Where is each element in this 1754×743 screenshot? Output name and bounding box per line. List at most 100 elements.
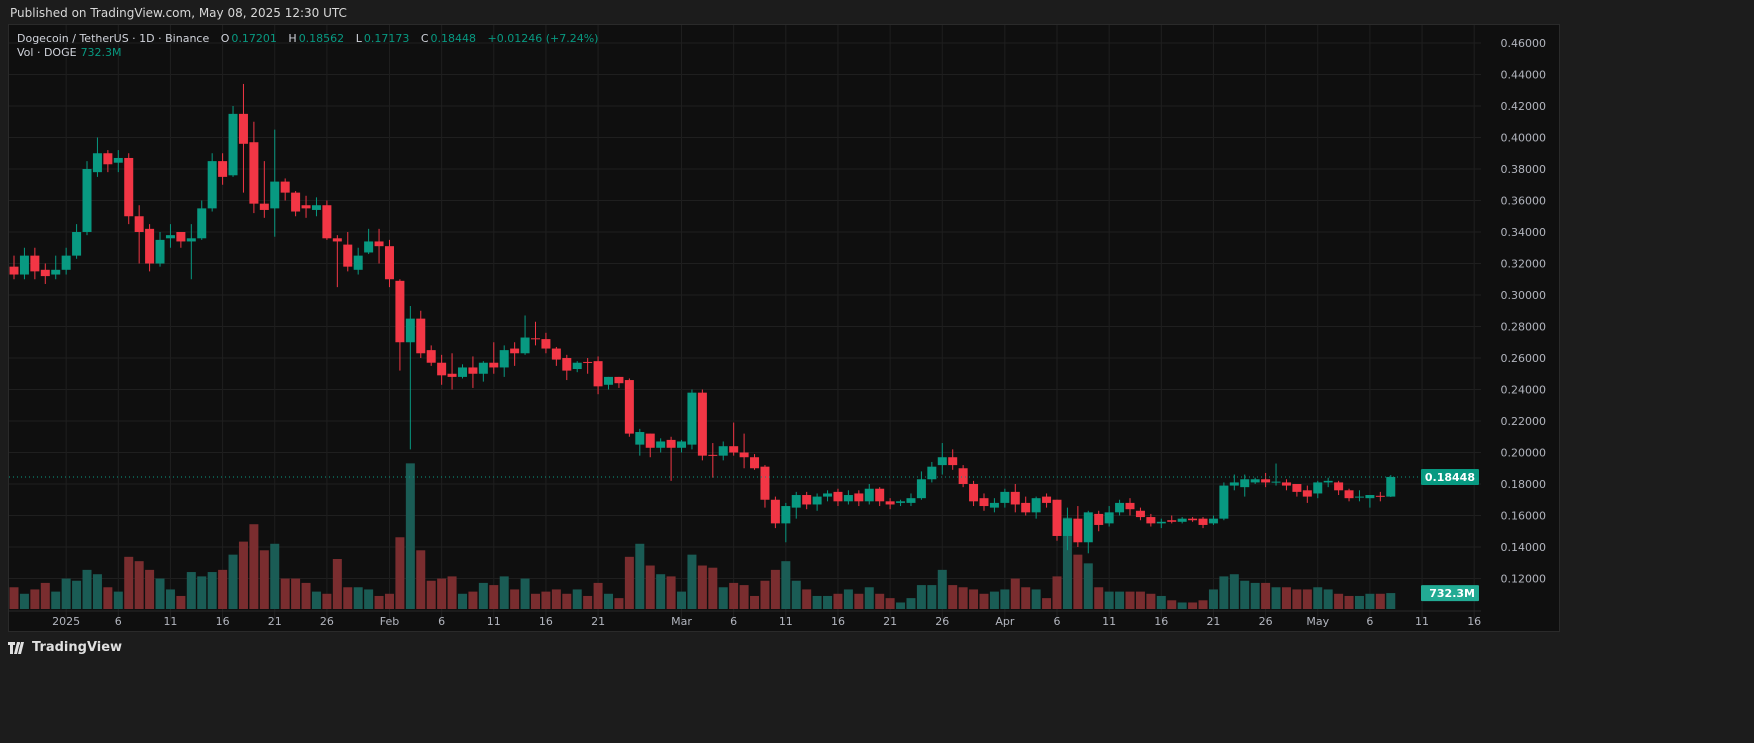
x-tick-label: 6 (1366, 615, 1373, 628)
volume-bar (447, 576, 457, 609)
candle-body (520, 337, 530, 354)
volume-bar (311, 591, 321, 609)
volume-bar (718, 587, 728, 609)
candle-body (1177, 518, 1187, 522)
volume-bar (906, 598, 916, 609)
volume-bar (1073, 554, 1083, 609)
candle-body (833, 491, 843, 502)
candle-body (937, 457, 947, 466)
candle-body (843, 495, 853, 502)
candle-body (332, 238, 342, 242)
x-tick-label: 21 (883, 615, 897, 628)
candlestick-chart[interactable]: 0.12000 0.14000 0.16000 0.18000 0.20000 0.220… (9, 25, 1561, 633)
volume-bar (520, 578, 530, 609)
candle-body (478, 362, 488, 374)
candle-body (687, 392, 697, 445)
candle-body (1031, 498, 1041, 513)
volume-bar (1146, 593, 1156, 609)
candle-body (1115, 502, 1125, 513)
volume-bar (332, 559, 342, 609)
candle-body (1344, 490, 1354, 499)
candle-body (384, 246, 394, 280)
x-tick-label: 21 (591, 615, 605, 628)
candle-body (708, 454, 718, 456)
candle-body (666, 439, 676, 448)
candle-body (1000, 491, 1010, 503)
volume-bar (1323, 589, 1333, 609)
candle-body (280, 181, 290, 193)
chart-panel[interactable]: 0.12000 0.14000 0.16000 0.18000 0.20000 0.220… (8, 24, 1560, 632)
volume-bar (812, 595, 822, 609)
candle-body (103, 153, 113, 165)
volume-bar (1062, 517, 1072, 609)
tradingview-brand[interactable]: TradingView (32, 640, 123, 655)
candle-body (364, 241, 374, 253)
candle-body (1208, 518, 1218, 524)
volume-bar (176, 595, 186, 609)
volume-bar (1125, 591, 1135, 609)
candle-body (906, 498, 916, 503)
x-tick-label: 11 (487, 615, 501, 628)
candle-body (301, 205, 311, 209)
candle-body (1198, 518, 1208, 525)
volume-bar (1354, 595, 1364, 609)
candle-body (551, 348, 561, 360)
volume-bar (1261, 582, 1271, 609)
volume-bar (405, 463, 415, 609)
volume-bar (729, 582, 739, 609)
y-tick-label: 0.34000 (1501, 226, 1547, 239)
candle-body (1146, 517, 1156, 524)
volume-value: 732.3M (80, 46, 122, 59)
candle-body (916, 479, 926, 499)
high-value: 0.18562 (298, 32, 345, 45)
volume-bar (1208, 589, 1218, 609)
candle-body (197, 208, 207, 239)
candle-body (61, 255, 71, 270)
x-tick-label: 11 (163, 615, 177, 628)
volume-bar (1302, 589, 1312, 609)
candle-body (979, 498, 989, 507)
volume-bar (238, 541, 248, 609)
candle-body (30, 255, 40, 272)
candle-body (614, 376, 624, 384)
volume-bar (854, 593, 864, 609)
volume-bar (1094, 587, 1104, 609)
volume-bar (364, 589, 374, 609)
volume-bar (40, 582, 50, 609)
candle-body (72, 232, 82, 256)
volume-bar (1292, 589, 1302, 609)
volume-bar (1000, 589, 1010, 609)
volume-bar (1052, 576, 1062, 609)
candle-body (499, 350, 509, 368)
candle-body (322, 205, 332, 239)
volume-bar (927, 585, 937, 609)
y-tick-label: 0.30000 (1501, 289, 1547, 302)
candle-body (948, 457, 958, 466)
candle-body (1365, 495, 1375, 499)
volume-bar (457, 593, 467, 609)
candle-body (1292, 484, 1302, 492)
symbol-legend: Dogecoin / TetherUS · 1D · Binance O 0.17… (17, 32, 600, 45)
volume-bar (958, 587, 968, 609)
y-tick-label: 0.12000 (1501, 573, 1547, 586)
candle-body (416, 318, 426, 354)
y-tick-label: 0.36000 (1501, 195, 1547, 208)
candle-body (562, 358, 572, 371)
volume-bar (1344, 595, 1354, 609)
candle-body (1125, 502, 1135, 510)
volume-bar (124, 556, 134, 609)
volume-bar (937, 569, 947, 609)
x-tick-label: 26 (1259, 615, 1273, 628)
candle-body (19, 255, 29, 275)
candle-body (1062, 518, 1072, 536)
candle-body (1135, 510, 1145, 518)
volume-bar (218, 569, 228, 609)
candle-body (1240, 479, 1250, 488)
volume-bar (572, 589, 582, 609)
candle-body (1334, 482, 1344, 491)
x-tick-label: 16 (1154, 615, 1168, 628)
volume-bar (1313, 587, 1323, 609)
last-volume-label: 732.3M (1429, 587, 1475, 600)
candle-body (82, 169, 92, 232)
x-tick-label: 11 (779, 615, 793, 628)
